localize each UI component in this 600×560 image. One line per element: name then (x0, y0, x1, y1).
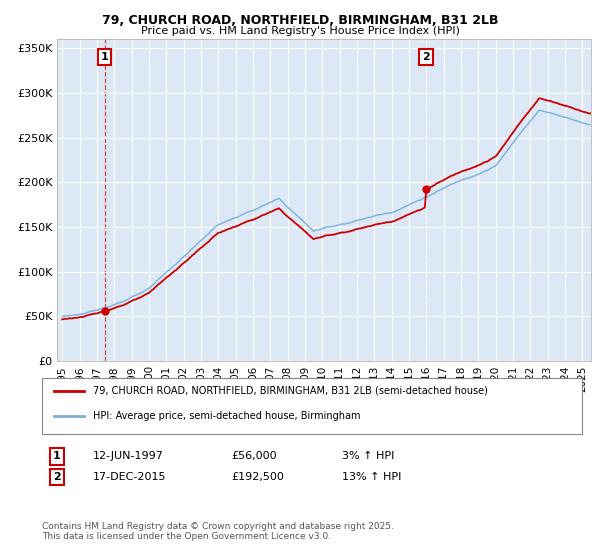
Text: £56,000: £56,000 (231, 451, 277, 461)
Text: £192,500: £192,500 (231, 472, 284, 482)
Text: 13% ↑ HPI: 13% ↑ HPI (342, 472, 401, 482)
Text: Contains HM Land Registry data © Crown copyright and database right 2025.
This d: Contains HM Land Registry data © Crown c… (42, 522, 394, 542)
Text: 2: 2 (53, 472, 61, 482)
Text: 1: 1 (53, 451, 61, 461)
Text: 17-DEC-2015: 17-DEC-2015 (93, 472, 167, 482)
Text: 2: 2 (422, 52, 430, 62)
Text: Price paid vs. HM Land Registry's House Price Index (HPI): Price paid vs. HM Land Registry's House … (140, 26, 460, 36)
Text: 79, CHURCH ROAD, NORTHFIELD, BIRMINGHAM, B31 2LB: 79, CHURCH ROAD, NORTHFIELD, BIRMINGHAM,… (102, 14, 498, 27)
Text: 12-JUN-1997: 12-JUN-1997 (93, 451, 164, 461)
Text: HPI: Average price, semi-detached house, Birmingham: HPI: Average price, semi-detached house,… (93, 411, 361, 421)
Text: 3% ↑ HPI: 3% ↑ HPI (342, 451, 394, 461)
Text: 1: 1 (101, 52, 109, 62)
Text: 79, CHURCH ROAD, NORTHFIELD, BIRMINGHAM, B31 2LB (semi-detached house): 79, CHURCH ROAD, NORTHFIELD, BIRMINGHAM,… (93, 386, 488, 396)
